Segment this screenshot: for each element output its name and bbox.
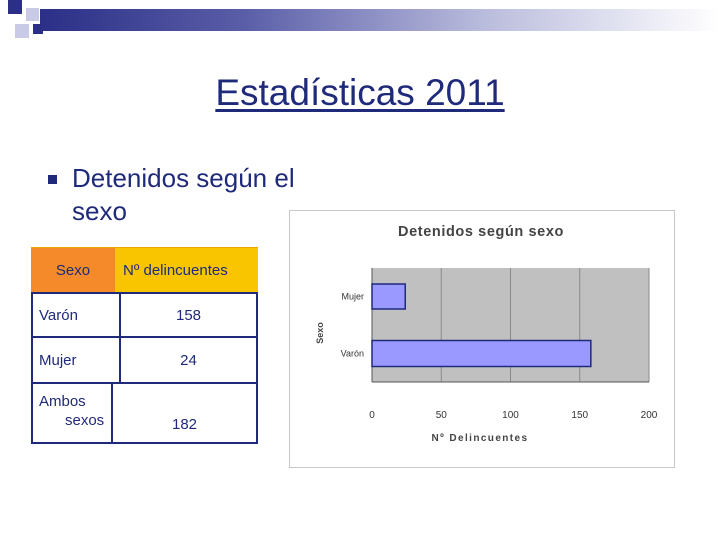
x-tick-label: 200 [641, 410, 658, 421]
banner-square [8, 0, 22, 14]
banner-square [33, 24, 43, 34]
x-tick-label: 50 [436, 410, 448, 421]
chart-svg: Mujer Varón 0 50 100 150 200 Detenidos según se… [315, 224, 658, 444]
chart-title: Detenidos según sexo [398, 224, 564, 240]
bar-mujer [371, 283, 406, 310]
row-label-line2: sexos [65, 412, 105, 429]
row-label: Mujer [33, 338, 121, 382]
bar-chart: Mujer Varón 0 50 100 150 200 Detenidos según se… [289, 210, 675, 468]
slide-title: Estadísticas 2011 [215, 72, 505, 113]
table-row: Ambos sexos 182 [33, 382, 256, 442]
y-axis-title: Sexo [315, 322, 325, 344]
table-body: Varón 158 Mujer 24 Ambos sexos 182 [31, 292, 258, 444]
table-row: Mujer 24 [33, 336, 256, 382]
x-tick-label: 100 [502, 410, 519, 421]
banner-square [15, 24, 29, 38]
row-label: Ambos sexos [33, 384, 113, 442]
bar-varón [371, 339, 592, 368]
row-value: 182 [171, 416, 198, 433]
category-label: Varón [341, 349, 364, 359]
bullet-square-icon [48, 175, 57, 184]
x-axis-title: Nº Delincuentes [432, 433, 529, 444]
banner-gradient [40, 9, 720, 31]
data-table: Sexo Nº delincuentes Varón 158 Mujer 24 … [31, 247, 258, 444]
row-value: 158 [175, 306, 202, 324]
table-row: Varón 158 [33, 292, 256, 336]
header-delincuentes: Nº delincuentes [123, 261, 228, 279]
row-label-line1: Ambos [39, 393, 86, 410]
banner-square [26, 8, 39, 21]
decorative-banner [0, 0, 720, 45]
table-header: Sexo Nº delincuentes [31, 247, 258, 292]
x-tick-label: 0 [369, 410, 375, 421]
category-label: Mujer [341, 292, 364, 302]
row-value: 24 [180, 351, 197, 369]
header-sexo: Sexo [31, 248, 115, 292]
bullet-text: Detenidos según el sexo [72, 163, 295, 226]
row-label: Varón [33, 294, 121, 336]
x-tick-label: 150 [571, 410, 588, 421]
